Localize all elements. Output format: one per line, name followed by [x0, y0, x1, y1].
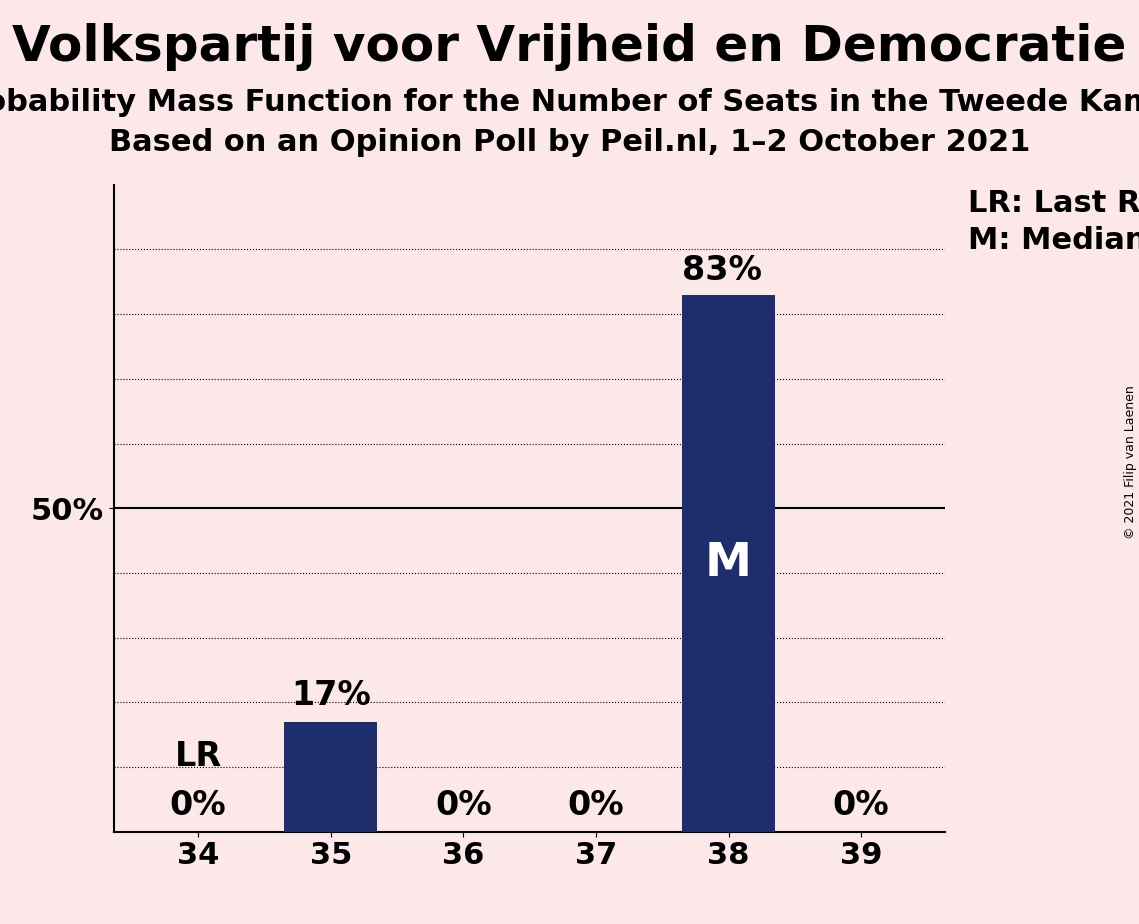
Text: 17%: 17%: [290, 679, 370, 711]
Text: Probability Mass Function for the Number of Seats in the Tweede Kamer: Probability Mass Function for the Number…: [0, 88, 1139, 116]
Text: Volkspartij voor Vrijheid en Democratie: Volkspartij voor Vrijheid en Democratie: [13, 23, 1126, 71]
Text: © 2021 Filip van Laenen: © 2021 Filip van Laenen: [1124, 385, 1137, 539]
Text: 0%: 0%: [170, 789, 227, 822]
Bar: [682, 295, 775, 832]
Text: 0%: 0%: [833, 789, 890, 822]
Text: M: Median: M: Median: [968, 226, 1139, 255]
Text: 0%: 0%: [567, 789, 624, 822]
Text: Based on an Opinion Poll by Peil.nl, 1–2 October 2021: Based on an Opinion Poll by Peil.nl, 1–2…: [109, 128, 1030, 156]
Text: M: M: [705, 541, 752, 586]
Bar: [285, 722, 377, 832]
Text: LR: Last Result: LR: Last Result: [968, 189, 1139, 218]
Text: 0%: 0%: [435, 789, 492, 822]
Text: 83%: 83%: [682, 254, 762, 287]
Text: LR: LR: [174, 740, 222, 773]
